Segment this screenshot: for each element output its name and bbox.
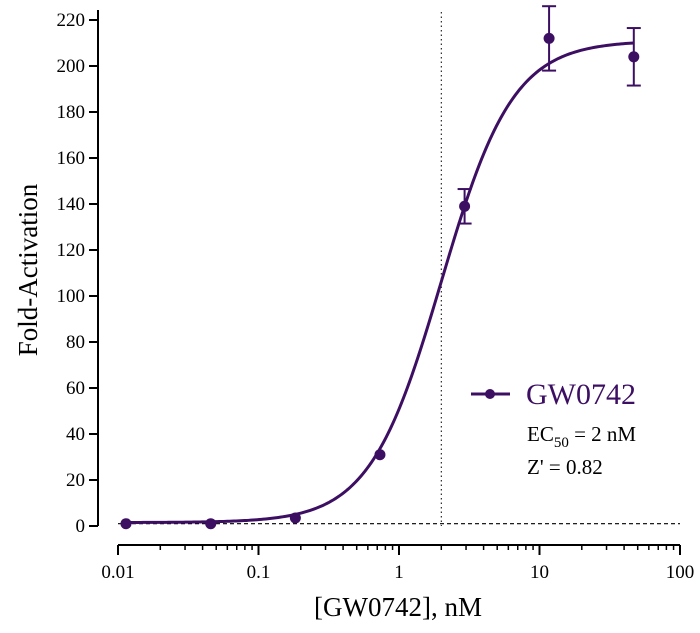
y-tick-label: 120 [57, 240, 86, 261]
ec50-prefix: EC [527, 422, 554, 446]
legend-marker [485, 389, 495, 399]
data-point [374, 449, 386, 461]
legend-label: GW0742 [526, 378, 636, 411]
zprime-annotation: Z' = 0.82 [527, 455, 603, 479]
data-point [628, 51, 640, 63]
y-tick-label: 160 [57, 148, 86, 169]
data-marks [120, 5, 641, 530]
reference-lines [118, 12, 680, 526]
y-tick-label: 100 [57, 286, 86, 307]
legend: GW0742 [471, 378, 636, 411]
x-tick-label: 1 [394, 562, 404, 583]
ec50-annotation: EC50 = 2 nM [527, 422, 636, 451]
axes: 0 20 40 60 80 100 120 140 160 180 200 220 0.01 0.1 1 10… [57, 10, 695, 583]
x-axis-title: [GW0742], nM [314, 592, 482, 622]
ec50-subscript: 50 [554, 435, 569, 451]
y-tick-label: 60 [66, 378, 85, 399]
data-point [120, 518, 132, 530]
y-tick-label: 140 [57, 194, 86, 215]
y-tick-label: 200 [57, 56, 86, 77]
x-tick-label: 0.1 [247, 562, 271, 583]
y-tick-label: 180 [57, 102, 86, 123]
data-point [459, 200, 471, 212]
data-point [205, 518, 217, 530]
y-tick-label: 220 [57, 10, 86, 31]
y-tick-label: 80 [66, 332, 85, 353]
y-tick-label: 20 [66, 470, 85, 491]
x-tick-label: 100 [666, 562, 695, 583]
x-tick-label: 0.01 [101, 562, 134, 583]
x-tick-label: 10 [530, 562, 549, 583]
y-tick-label: 40 [66, 424, 85, 445]
ec50-value: = 2 nM [569, 422, 637, 446]
data-point [543, 32, 555, 44]
y-tick-label: 0 [76, 516, 86, 537]
y-axis-title: Fold-Activation [13, 183, 43, 356]
data-point [289, 512, 301, 524]
